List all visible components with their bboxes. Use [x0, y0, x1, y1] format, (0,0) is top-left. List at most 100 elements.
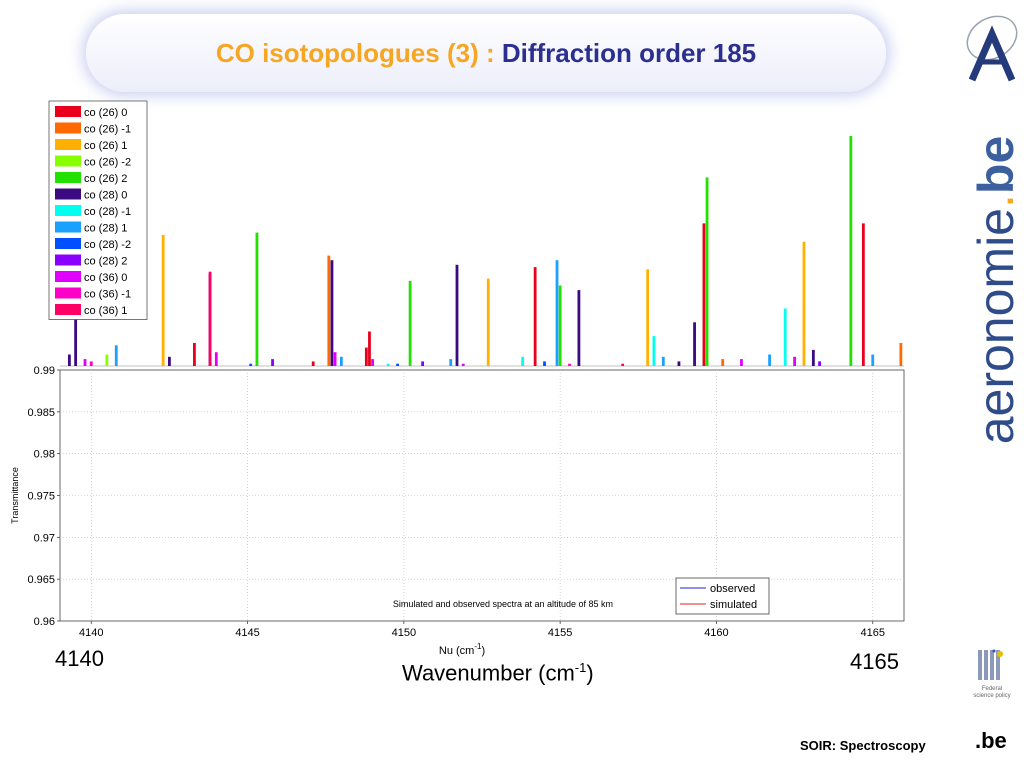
intensity-bar	[89, 361, 93, 366]
legend-label: co (26) -2	[84, 157, 131, 169]
intensity-bar	[677, 361, 681, 366]
title-banner: CO isotopologues (3) : Diffraction order…	[86, 14, 886, 92]
spectrum-legend-label: simulated	[710, 599, 757, 611]
legend-label: co (26) 2	[84, 173, 127, 185]
intensity-bar	[114, 345, 118, 366]
intensity-bar	[168, 356, 171, 366]
x-tick-label: 4160	[704, 627, 728, 639]
wavenumber-axis-label-main: Wavenumber (cm	[402, 660, 575, 686]
intensity-bar	[455, 264, 459, 366]
footer-text: SOIR: Spectroscopy	[800, 738, 926, 753]
intensity-bar	[818, 361, 821, 366]
intensity-bar	[652, 336, 656, 366]
intensity-bar	[533, 267, 537, 366]
spectrum-caption: Simulated and observed spectra at an alt…	[393, 599, 613, 609]
intensity-bar	[408, 280, 412, 366]
intensity-bar	[811, 349, 815, 366]
intensity-bar	[899, 343, 903, 366]
brand-name-part-1: aeronomie	[968, 208, 1024, 445]
wavenumber-axis-label-sup: -1	[574, 660, 587, 675]
legend-swatch	[55, 205, 81, 216]
intensity-bar	[105, 354, 109, 366]
intensity-bar	[802, 241, 806, 366]
intensity-bar	[214, 352, 218, 366]
intensity-bar	[193, 343, 196, 366]
intensity-bar	[740, 359, 743, 366]
intensity-bar	[568, 363, 571, 366]
legend-swatch	[55, 106, 81, 117]
intensity-bar	[330, 260, 334, 366]
be-logo: .be	[975, 728, 1007, 753]
intensity-bar	[768, 354, 771, 366]
title-part-1: CO isotopologues (3) :	[215, 38, 495, 68]
y-tick-label: 0.965	[27, 574, 55, 586]
legend-swatch	[55, 139, 81, 150]
intensity-bar	[577, 290, 581, 366]
intensity-bar	[249, 363, 253, 366]
federal-science-policy-logo-icon	[978, 649, 1003, 680]
intensity-bar	[621, 363, 625, 366]
x-tick-label: 4150	[392, 627, 416, 639]
agency-logo-icon	[966, 15, 1018, 82]
legend-label: co (28) 1	[84, 223, 127, 235]
legend-swatch	[55, 254, 81, 266]
intensity-bar	[861, 223, 865, 366]
intensity-bar	[702, 223, 706, 366]
intensity-bar	[396, 363, 399, 366]
y-tick-label: 0.985	[27, 407, 55, 419]
intensity-bar	[849, 136, 853, 366]
brand-dot: .	[968, 194, 1024, 208]
intensity-bar	[327, 255, 331, 366]
x-tick-label: 4155	[548, 627, 572, 639]
intensity-bar	[693, 322, 696, 366]
legend-label: co (36) -1	[84, 289, 131, 301]
spectrum-legend-label: observed	[710, 583, 755, 595]
federal-line-1: Federal	[981, 686, 1003, 692]
x-tick-label: 4165	[860, 627, 884, 639]
outer-label-right: 4165	[850, 649, 899, 674]
intensity-bar	[364, 347, 368, 366]
intensity-bar	[558, 285, 562, 366]
intensity-bar	[793, 356, 796, 366]
intensity-bar	[871, 354, 875, 366]
legend-label: co (28) 0	[84, 190, 127, 202]
legend-swatch	[55, 122, 81, 134]
x-tick-label: 4140	[79, 627, 103, 639]
x-axis-label: Nu (cm-1)	[439, 642, 485, 657]
intensity-bar	[555, 260, 559, 366]
intensity-bar	[368, 331, 371, 366]
intensity-bar	[721, 359, 725, 366]
x-tick-label: 4145	[235, 627, 259, 639]
y-tick-label: 0.98	[34, 449, 55, 461]
intensity-bar	[371, 359, 374, 366]
legend-label: co (26) 1	[84, 140, 127, 152]
intensity-bar	[271, 359, 274, 366]
intensity-bar	[208, 271, 212, 366]
intensity-bar	[486, 278, 490, 366]
intensity-bar	[161, 234, 165, 366]
intensity-bar	[646, 269, 650, 366]
intensity-bar	[661, 356, 665, 366]
legend-swatch	[55, 304, 81, 315]
outer-label-left: 4140	[55, 646, 104, 671]
brand-name-part-2: be	[968, 135, 1024, 195]
intensity-bar	[255, 232, 259, 366]
legend-label: co (26) 0	[84, 107, 127, 119]
legend-swatch	[55, 238, 81, 249]
brand-vertical: aeronomie.be	[966, 110, 1024, 470]
legend-swatch	[55, 155, 81, 167]
intensity-bar	[386, 363, 390, 366]
spectrum-legend-box	[675, 577, 770, 615]
legend-swatch	[55, 221, 81, 233]
legend-label: co (28) -1	[84, 206, 131, 218]
legend-swatch	[55, 287, 81, 299]
title-part-2: Diffraction order 185	[501, 38, 757, 68]
intensity-bar	[74, 308, 78, 366]
slide-title: CO isotopologues (3) : Diffraction order…	[86, 38, 886, 69]
legend-label: co (26) -1	[84, 124, 131, 136]
intensity-bar	[783, 308, 787, 366]
y-axis-label: Transmittance	[10, 467, 20, 524]
legend-label: co (36) 0	[84, 272, 127, 284]
y-tick-label: 0.99	[34, 365, 55, 377]
